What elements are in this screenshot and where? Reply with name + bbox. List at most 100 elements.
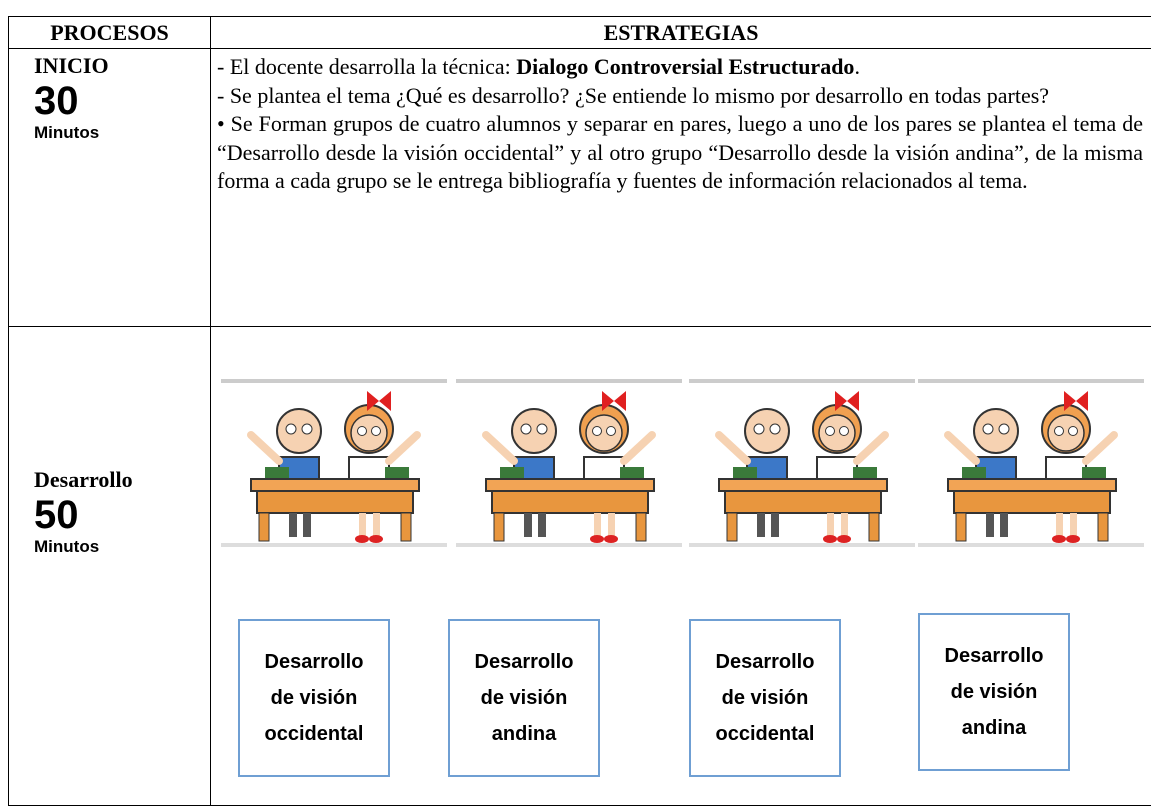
box-line: andina bbox=[491, 723, 557, 745]
header-cell: ESTRATEGIAS bbox=[210, 16, 1151, 49]
shoe bbox=[604, 535, 618, 543]
box-line: de visión bbox=[480, 687, 568, 709]
head bbox=[585, 414, 623, 452]
clipart bbox=[689, 379, 915, 547]
eye bbox=[357, 426, 367, 436]
strip bbox=[689, 379, 915, 383]
desk-top bbox=[718, 478, 888, 492]
desk-leg bbox=[955, 512, 967, 542]
arm bbox=[385, 431, 421, 465]
strip bbox=[689, 543, 915, 547]
eye bbox=[769, 423, 781, 435]
desk-leg bbox=[258, 512, 270, 542]
stage-minutes: 30 bbox=[34, 79, 79, 123]
leg bbox=[1000, 513, 1008, 537]
desk-front bbox=[491, 490, 649, 514]
strip bbox=[918, 543, 1144, 547]
leg bbox=[538, 513, 546, 537]
shoe bbox=[590, 535, 604, 543]
strategy-cell: Desarrollo de visión occidental Desarrollo d… bbox=[210, 326, 1151, 806]
eye bbox=[285, 423, 297, 435]
strategy-cell: - El docente desarrolla la técnica: Dial… bbox=[210, 48, 1151, 327]
leg bbox=[827, 513, 834, 537]
desk-leg bbox=[635, 512, 647, 542]
illustration bbox=[689, 379, 915, 547]
label-box: Desarrollo de visión occidental bbox=[238, 619, 390, 777]
eye bbox=[301, 423, 313, 435]
head bbox=[276, 408, 322, 454]
paragraph: - El docente desarrolla la técnica: Dial… bbox=[217, 53, 1143, 82]
label-box: Desarrollo de visión occidental bbox=[689, 619, 841, 777]
header-text: ESTRATEGIAS bbox=[603, 20, 759, 45]
strip bbox=[221, 379, 447, 383]
shoe bbox=[1066, 535, 1080, 543]
label-box: Desarrollo de visión andina bbox=[918, 613, 1070, 771]
leg bbox=[524, 513, 532, 537]
eye bbox=[825, 426, 835, 436]
desk-leg bbox=[726, 512, 738, 542]
head bbox=[1047, 414, 1085, 452]
eye bbox=[1068, 426, 1078, 436]
stage-unit: Minutos bbox=[34, 537, 100, 556]
shoe bbox=[837, 535, 851, 543]
shoe bbox=[823, 535, 837, 543]
leg bbox=[608, 513, 615, 537]
box-line: occidental bbox=[264, 723, 364, 745]
paragraph: • Se Forman grupos de cuatro alumnos y s… bbox=[217, 111, 1143, 193]
illustration bbox=[456, 379, 682, 547]
box-line: Desarrollo bbox=[264, 651, 364, 673]
desk-top bbox=[485, 478, 655, 492]
desk-top bbox=[947, 478, 1117, 492]
books bbox=[962, 467, 986, 479]
head bbox=[744, 408, 790, 454]
stage-cell: Desarrollo 50 Minutos bbox=[8, 326, 211, 806]
clipart bbox=[918, 379, 1144, 547]
leg bbox=[289, 513, 297, 537]
desk-leg bbox=[400, 512, 412, 542]
books bbox=[500, 467, 524, 479]
eye bbox=[606, 426, 616, 436]
leg bbox=[771, 513, 779, 537]
paragraph: - Se plantea el tema ¿Qué es desarrollo?… bbox=[217, 82, 1050, 108]
books bbox=[853, 467, 877, 479]
bow bbox=[835, 391, 859, 411]
head bbox=[818, 414, 856, 452]
arm bbox=[853, 431, 889, 465]
arm bbox=[247, 431, 283, 465]
leg bbox=[1070, 513, 1077, 537]
eye bbox=[592, 426, 602, 436]
box-line: de visión bbox=[270, 687, 358, 709]
head bbox=[973, 408, 1019, 454]
box-line: Desarrollo bbox=[715, 651, 815, 673]
leg bbox=[1056, 513, 1063, 537]
bow bbox=[1064, 391, 1088, 411]
leg bbox=[841, 513, 848, 537]
shoe bbox=[1052, 535, 1066, 543]
books bbox=[1082, 467, 1106, 479]
shoe bbox=[369, 535, 383, 543]
arm bbox=[482, 431, 518, 465]
leg bbox=[373, 513, 380, 537]
desk-leg bbox=[493, 512, 505, 542]
eye bbox=[839, 426, 849, 436]
illustration bbox=[918, 379, 1144, 547]
desk-top bbox=[250, 478, 420, 492]
stage-unit: Minutos bbox=[34, 123, 100, 142]
desk-leg bbox=[868, 512, 880, 542]
head bbox=[350, 414, 388, 452]
text: - El docente desarrolla la técnica: bbox=[217, 54, 517, 79]
strip bbox=[221, 543, 447, 547]
books bbox=[733, 467, 757, 479]
eye bbox=[520, 423, 532, 435]
box-line: de visión bbox=[950, 681, 1038, 703]
strip bbox=[918, 379, 1144, 383]
box-line: de visión bbox=[721, 687, 809, 709]
leg bbox=[359, 513, 366, 537]
desk-leg bbox=[1097, 512, 1109, 542]
books bbox=[620, 467, 644, 479]
shoe bbox=[355, 535, 369, 543]
box-line: andina bbox=[961, 717, 1027, 739]
label-box: Desarrollo de visión andina bbox=[448, 619, 600, 777]
desk-front bbox=[724, 490, 882, 514]
head bbox=[511, 408, 557, 454]
